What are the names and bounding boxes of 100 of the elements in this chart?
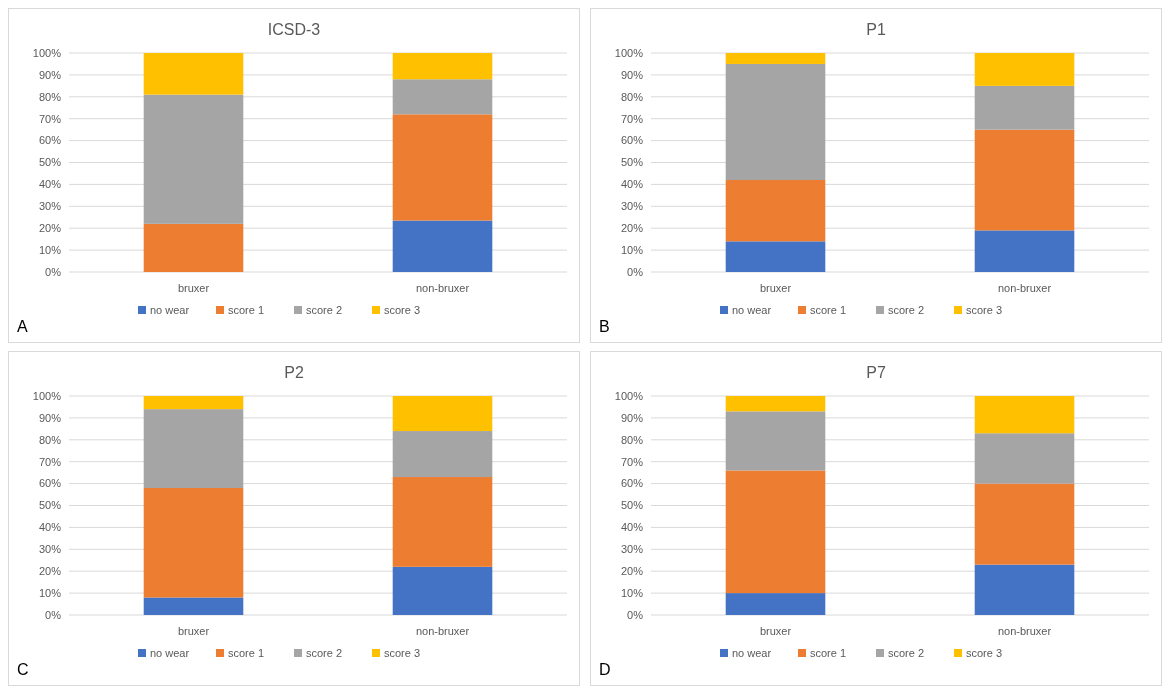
- bar: [143, 396, 244, 410]
- legend-label: no wear: [150, 646, 190, 659]
- chart-title: P1: [866, 21, 886, 38]
- text: C: [17, 661, 29, 678]
- text: A: [17, 318, 28, 335]
- y-tick-label: 90%: [38, 68, 62, 81]
- bar: [143, 223, 244, 272]
- y-tick-label: 60%: [38, 477, 62, 490]
- bar: [974, 230, 1075, 272]
- y-tick-label: 100%: [614, 389, 644, 402]
- y-tick-label: 70%: [620, 455, 644, 468]
- bar: [725, 411, 826, 471]
- legend-label: score 3: [966, 303, 1003, 316]
- y-tick-label: 30%: [620, 543, 644, 556]
- y-tick-label: 80%: [38, 433, 62, 446]
- y-tick-label: 0%: [627, 265, 644, 278]
- bar: [392, 53, 493, 80]
- y-tick-label: 10%: [620, 243, 644, 256]
- y-tick-label: 30%: [38, 543, 62, 556]
- x-tick-label: bruxer: [759, 625, 792, 637]
- y-tick-label: 10%: [38, 586, 62, 599]
- y-tick-label: 0%: [627, 608, 644, 621]
- bar: [725, 396, 826, 412]
- y-tick-label: 20%: [620, 222, 644, 235]
- chart-title: ICSD-3: [267, 21, 321, 38]
- text: B: [599, 318, 610, 335]
- y-tick-label: 70%: [38, 455, 62, 468]
- legend-label: score 3: [384, 303, 421, 316]
- y-tick-label: 60%: [620, 477, 644, 490]
- bar: [725, 470, 826, 594]
- legend-label: score 2: [306, 646, 343, 659]
- legend-label: score 1: [810, 303, 847, 316]
- y-tick-label: 20%: [38, 222, 62, 235]
- y-tick-label: 70%: [620, 112, 644, 125]
- text: D: [599, 661, 611, 678]
- legend-label: score 2: [306, 303, 343, 316]
- y-tick-label: 100%: [32, 389, 62, 402]
- y-tick-label: 0%: [45, 608, 62, 621]
- legend-label: score 1: [228, 303, 265, 316]
- x-tick-label: bruxer: [177, 282, 210, 294]
- bar: [974, 129, 1075, 231]
- y-tick-label: 40%: [38, 521, 62, 534]
- y-tick-label: 100%: [32, 46, 62, 59]
- bar: [392, 566, 493, 615]
- legend-label: score 2: [888, 303, 925, 316]
- bar: [143, 597, 244, 615]
- y-tick-label: 20%: [620, 565, 644, 578]
- legend-label: score 3: [384, 646, 421, 659]
- y-tick-label: 40%: [620, 178, 644, 191]
- y-tick-label: 50%: [620, 156, 644, 169]
- x-tick-label: non-bruxer: [997, 625, 1052, 637]
- y-tick-label: 0%: [45, 265, 62, 278]
- y-tick-label: 80%: [620, 433, 644, 446]
- x-tick-label: non-bruxer: [415, 282, 470, 294]
- bar: [974, 433, 1075, 484]
- bar: [974, 85, 1075, 130]
- bar: [392, 220, 493, 272]
- x-tick-label: non-bruxer: [997, 282, 1052, 294]
- x-tick-label: non-bruxer: [415, 625, 470, 637]
- legend-label: score 1: [228, 646, 265, 659]
- legend-label: no wear: [732, 646, 772, 659]
- y-tick-label: 60%: [620, 134, 644, 147]
- bar: [143, 487, 244, 598]
- bar: [392, 79, 493, 115]
- bar: [974, 396, 1075, 434]
- y-tick-label: 90%: [620, 411, 644, 424]
- legend-label: no wear: [732, 303, 772, 316]
- y-tick-label: 80%: [38, 90, 62, 103]
- bar: [974, 483, 1075, 565]
- y-tick-label: 50%: [38, 499, 62, 512]
- y-tick-label: 10%: [38, 243, 62, 256]
- legend-label: score 1: [810, 646, 847, 659]
- x-tick-label: bruxer: [177, 625, 210, 637]
- y-tick-label: 40%: [38, 178, 62, 191]
- y-tick-label: 60%: [38, 134, 62, 147]
- bar: [725, 63, 826, 181]
- y-tick-label: 30%: [620, 200, 644, 213]
- y-tick-label: 100%: [614, 46, 644, 59]
- bar: [725, 180, 826, 242]
- bar: [392, 431, 493, 478]
- bar: [974, 53, 1075, 86]
- bar: [725, 593, 826, 615]
- bar: [143, 94, 244, 224]
- chart-title: P7: [866, 364, 886, 381]
- y-tick-label: 80%: [620, 90, 644, 103]
- y-tick-label: 70%: [38, 112, 62, 125]
- bar: [143, 53, 244, 95]
- y-tick-label: 50%: [38, 156, 62, 169]
- bar: [974, 564, 1075, 615]
- y-tick-label: 10%: [620, 586, 644, 599]
- bar: [392, 477, 493, 567]
- chart-title: P2: [284, 364, 304, 381]
- legend-label: no wear: [150, 303, 190, 316]
- y-tick-label: 50%: [620, 499, 644, 512]
- bar: [725, 53, 826, 64]
- y-tick-label: 90%: [620, 68, 644, 81]
- bar: [392, 396, 493, 432]
- y-tick-label: 90%: [38, 411, 62, 424]
- y-tick-label: 20%: [38, 565, 62, 578]
- legend-label: score 3: [966, 646, 1003, 659]
